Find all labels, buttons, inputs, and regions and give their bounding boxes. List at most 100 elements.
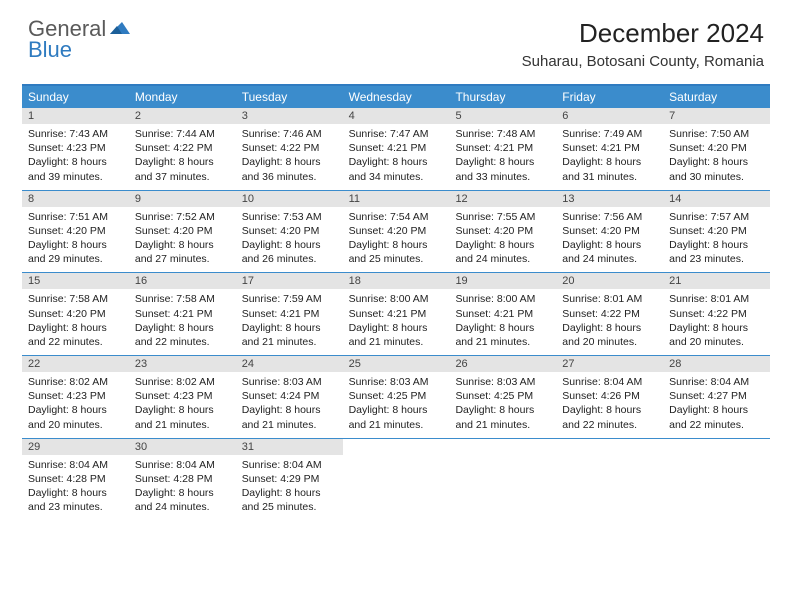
week-row: 1Sunrise: 7:43 AMSunset: 4:23 PMDaylight… [22, 108, 770, 191]
daylight-line: Daylight: 8 hours and 37 minutes. [135, 155, 230, 183]
sunset-line: Sunset: 4:20 PM [455, 224, 550, 238]
sunset-line: Sunset: 4:22 PM [242, 141, 337, 155]
sunset-line: Sunset: 4:28 PM [28, 472, 123, 486]
sunrise-line: Sunrise: 7:55 AM [455, 210, 550, 224]
daylight-line: Daylight: 8 hours and 25 minutes. [242, 486, 337, 514]
day-body: Sunrise: 7:56 AMSunset: 4:20 PMDaylight:… [556, 207, 663, 267]
daylight-line: Daylight: 8 hours and 30 minutes. [669, 155, 764, 183]
day-body: Sunrise: 7:58 AMSunset: 4:20 PMDaylight:… [22, 289, 129, 349]
day-number: 26 [449, 356, 556, 372]
daylight-line: Daylight: 8 hours and 29 minutes. [28, 238, 123, 266]
header: General Blue December 2024 Suharau, Boto… [0, 0, 792, 74]
day-number: 31 [236, 439, 343, 455]
sunset-line: Sunset: 4:21 PM [455, 307, 550, 321]
day-body: Sunrise: 8:04 AMSunset: 4:28 PMDaylight:… [22, 455, 129, 515]
daylight-line: Daylight: 8 hours and 25 minutes. [349, 238, 444, 266]
day-number: 17 [236, 273, 343, 289]
sunset-line: Sunset: 4:20 PM [562, 224, 657, 238]
sunrise-line: Sunrise: 7:52 AM [135, 210, 230, 224]
day-cell: 8Sunrise: 7:51 AMSunset: 4:20 PMDaylight… [22, 191, 129, 273]
day-cell: 20Sunrise: 8:01 AMSunset: 4:22 PMDayligh… [556, 273, 663, 355]
sunset-line: Sunset: 4:28 PM [135, 472, 230, 486]
day-body: Sunrise: 7:57 AMSunset: 4:20 PMDaylight:… [663, 207, 770, 267]
sunrise-line: Sunrise: 8:04 AM [28, 458, 123, 472]
day-header: Friday [556, 86, 663, 108]
day-cell: 21Sunrise: 8:01 AMSunset: 4:22 PMDayligh… [663, 273, 770, 355]
day-cell: 13Sunrise: 7:56 AMSunset: 4:20 PMDayligh… [556, 191, 663, 273]
sunset-line: Sunset: 4:29 PM [242, 472, 337, 486]
day-cell: 28Sunrise: 8:04 AMSunset: 4:27 PMDayligh… [663, 356, 770, 438]
sunset-line: Sunset: 4:22 PM [562, 307, 657, 321]
day-number: 4 [343, 108, 450, 124]
sunset-line: Sunset: 4:21 PM [455, 141, 550, 155]
daylight-line: Daylight: 8 hours and 24 minutes. [135, 486, 230, 514]
day-body: Sunrise: 8:03 AMSunset: 4:25 PMDaylight:… [449, 372, 556, 432]
month-title: December 2024 [522, 18, 764, 49]
day-body: Sunrise: 7:49 AMSunset: 4:21 PMDaylight:… [556, 124, 663, 184]
sunset-line: Sunset: 4:25 PM [455, 389, 550, 403]
day-number: 12 [449, 191, 556, 207]
day-body: Sunrise: 8:00 AMSunset: 4:21 PMDaylight:… [343, 289, 450, 349]
day-cell: 25Sunrise: 8:03 AMSunset: 4:25 PMDayligh… [343, 356, 450, 438]
day-header: Tuesday [236, 86, 343, 108]
day-body: Sunrise: 7:47 AMSunset: 4:21 PMDaylight:… [343, 124, 450, 184]
day-number: 5 [449, 108, 556, 124]
sunset-line: Sunset: 4:23 PM [135, 389, 230, 403]
sunrise-line: Sunrise: 8:04 AM [135, 458, 230, 472]
sunrise-line: Sunrise: 7:43 AM [28, 127, 123, 141]
sunset-line: Sunset: 4:21 PM [135, 307, 230, 321]
day-cell: 2Sunrise: 7:44 AMSunset: 4:22 PMDaylight… [129, 108, 236, 190]
day-cell: 17Sunrise: 7:59 AMSunset: 4:21 PMDayligh… [236, 273, 343, 355]
day-cell: 23Sunrise: 8:02 AMSunset: 4:23 PMDayligh… [129, 356, 236, 438]
day-cell: 29Sunrise: 8:04 AMSunset: 4:28 PMDayligh… [22, 439, 129, 521]
day-cell: 31Sunrise: 8:04 AMSunset: 4:29 PMDayligh… [236, 439, 343, 521]
sunrise-line: Sunrise: 8:03 AM [242, 375, 337, 389]
day-header: Thursday [449, 86, 556, 108]
day-number: 6 [556, 108, 663, 124]
daylight-line: Daylight: 8 hours and 24 minutes. [455, 238, 550, 266]
daylight-line: Daylight: 8 hours and 23 minutes. [28, 486, 123, 514]
sunset-line: Sunset: 4:22 PM [135, 141, 230, 155]
day-body: Sunrise: 8:02 AMSunset: 4:23 PMDaylight:… [22, 372, 129, 432]
sunset-line: Sunset: 4:21 PM [242, 307, 337, 321]
daylight-line: Daylight: 8 hours and 21 minutes. [135, 403, 230, 431]
day-cell: 9Sunrise: 7:52 AMSunset: 4:20 PMDaylight… [129, 191, 236, 273]
day-header-row: SundayMondayTuesdayWednesdayThursdayFrid… [22, 86, 770, 108]
day-body: Sunrise: 8:04 AMSunset: 4:29 PMDaylight:… [236, 455, 343, 515]
sunrise-line: Sunrise: 7:54 AM [349, 210, 444, 224]
day-cell: 10Sunrise: 7:53 AMSunset: 4:20 PMDayligh… [236, 191, 343, 273]
sunrise-line: Sunrise: 7:47 AM [349, 127, 444, 141]
weeks-container: 1Sunrise: 7:43 AMSunset: 4:23 PMDaylight… [22, 108, 770, 520]
sunrise-line: Sunrise: 7:46 AM [242, 127, 337, 141]
sunset-line: Sunset: 4:25 PM [349, 389, 444, 403]
sunrise-line: Sunrise: 8:01 AM [669, 292, 764, 306]
sunset-line: Sunset: 4:23 PM [28, 141, 123, 155]
sunset-line: Sunset: 4:20 PM [242, 224, 337, 238]
daylight-line: Daylight: 8 hours and 39 minutes. [28, 155, 123, 183]
sunset-line: Sunset: 4:27 PM [669, 389, 764, 403]
day-number: 8 [22, 191, 129, 207]
day-cell: 14Sunrise: 7:57 AMSunset: 4:20 PMDayligh… [663, 191, 770, 273]
day-body: Sunrise: 8:01 AMSunset: 4:22 PMDaylight:… [663, 289, 770, 349]
day-number: 2 [129, 108, 236, 124]
day-body: Sunrise: 7:48 AMSunset: 4:21 PMDaylight:… [449, 124, 556, 184]
daylight-line: Daylight: 8 hours and 21 minutes. [349, 321, 444, 349]
day-cell: 26Sunrise: 8:03 AMSunset: 4:25 PMDayligh… [449, 356, 556, 438]
empty-cell [663, 439, 770, 521]
sunrise-line: Sunrise: 8:02 AM [28, 375, 123, 389]
day-number: 29 [22, 439, 129, 455]
day-body: Sunrise: 7:54 AMSunset: 4:20 PMDaylight:… [343, 207, 450, 267]
sunset-line: Sunset: 4:20 PM [28, 224, 123, 238]
day-header: Wednesday [343, 86, 450, 108]
daylight-line: Daylight: 8 hours and 22 minutes. [135, 321, 230, 349]
day-cell: 19Sunrise: 8:00 AMSunset: 4:21 PMDayligh… [449, 273, 556, 355]
day-number: 30 [129, 439, 236, 455]
day-header: Sunday [22, 86, 129, 108]
day-number: 7 [663, 108, 770, 124]
day-body: Sunrise: 8:04 AMSunset: 4:27 PMDaylight:… [663, 372, 770, 432]
sunrise-line: Sunrise: 7:58 AM [28, 292, 123, 306]
logo-line2: Blue [28, 39, 106, 61]
day-number: 24 [236, 356, 343, 372]
daylight-line: Daylight: 8 hours and 22 minutes. [669, 403, 764, 431]
daylight-line: Daylight: 8 hours and 34 minutes. [349, 155, 444, 183]
